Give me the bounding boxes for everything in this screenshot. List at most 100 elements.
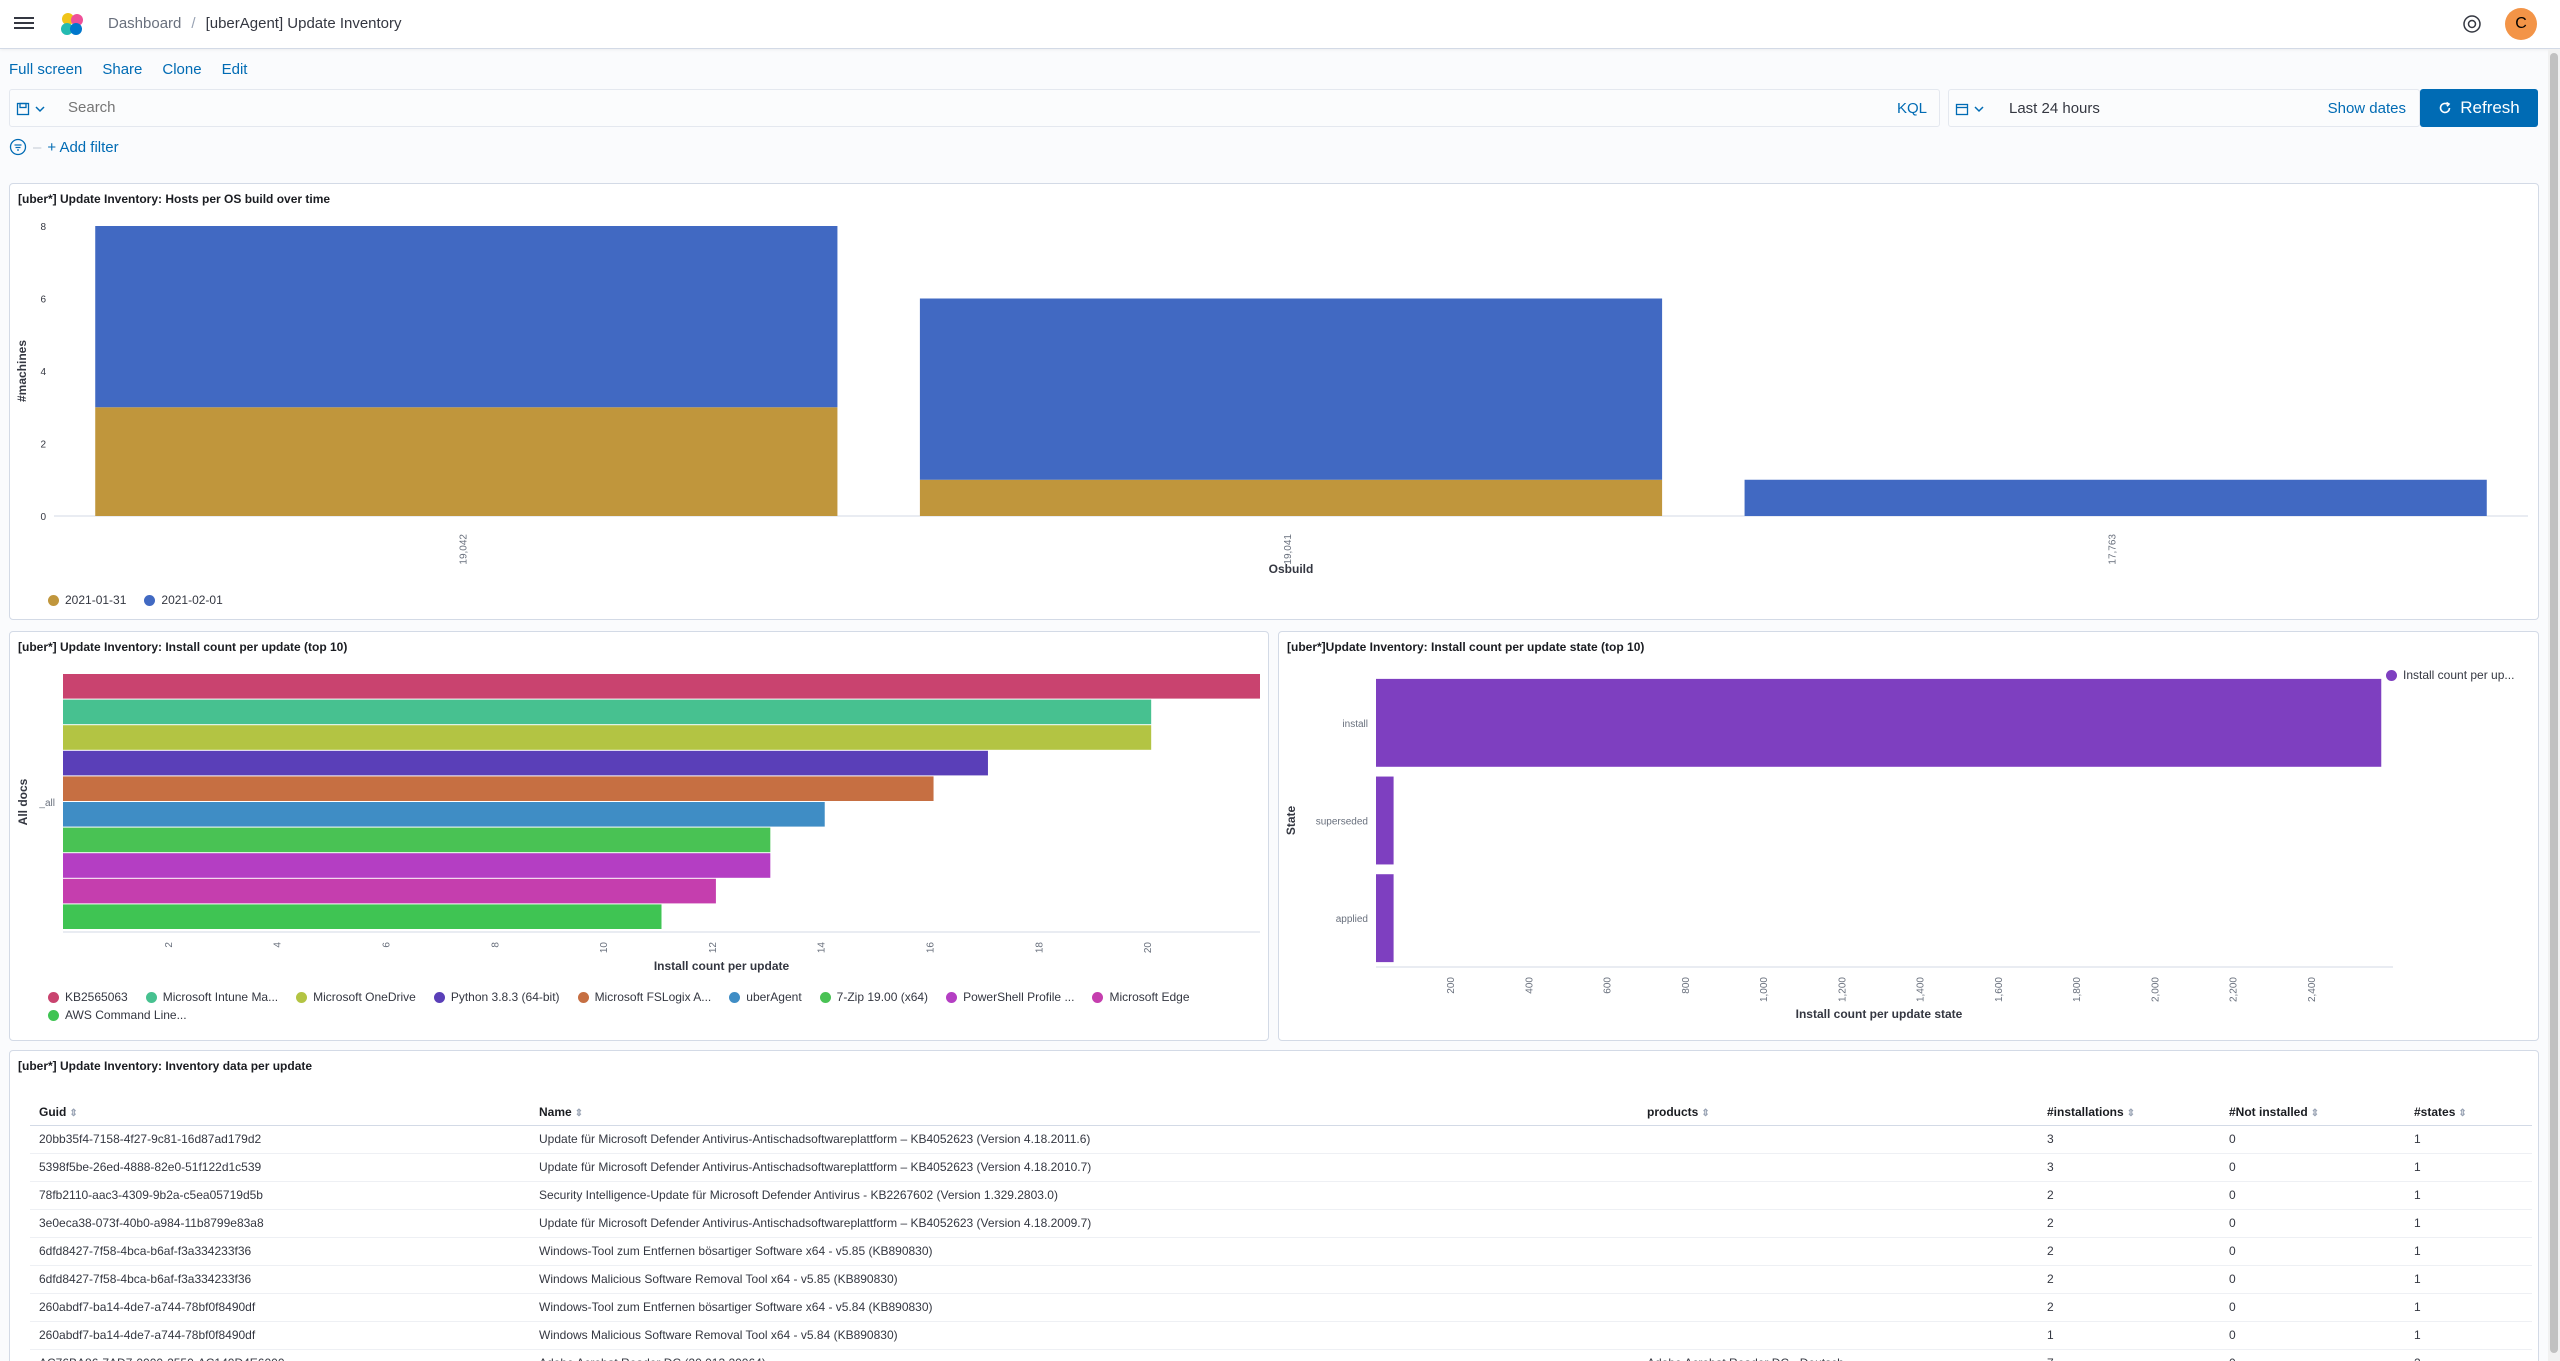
x-tick-label: 18 (1034, 942, 1045, 954)
scrollbar-thumb[interactable] (2550, 53, 2558, 1353)
bar-segment (95, 407, 838, 516)
x-tick-label: 1,400 (1916, 977, 1927, 1002)
table-cell: 0 (2220, 1349, 2405, 1361)
bar (1376, 874, 1394, 963)
top-nav-bar: Dashboard / [uberAgent] Update Inventory… (0, 0, 2560, 49)
column-header[interactable]: #states ⇕ (2405, 1099, 2532, 1126)
legend-item[interactable]: 7-Zip 19.00 (x64) (819, 990, 928, 1004)
table-cell: Adobe Acrobat Reader DC - Deutsch (1638, 1349, 2038, 1361)
bar (63, 699, 1152, 725)
y-category-label: install (1342, 719, 1368, 730)
x-tick-label: 400 (1524, 977, 1535, 994)
legend-item[interactable]: 2021-02-01 (144, 593, 223, 607)
x-tick-label: 2 (164, 942, 175, 948)
panel-title: [uber*] Update Inventory: Inventory data… (18, 1059, 313, 1073)
panel-title: [uber*]Update Inventory: Install count p… (1287, 640, 1645, 654)
add-filter-button[interactable]: + Add filter (47, 138, 119, 156)
hosts-per-os-build-panel: [uber*] Update Inventory: Hosts per OS b… (9, 183, 2539, 620)
filter-options-icon[interactable] (9, 138, 27, 156)
edit-link[interactable]: Edit (221, 61, 248, 78)
page-scrollbar[interactable] (2548, 49, 2560, 1361)
table-cell: 3 (2038, 1125, 2220, 1154)
legend-item[interactable]: Microsoft FSLogix A... (577, 990, 711, 1004)
legend-item[interactable]: AWS Command Line... (48, 1008, 187, 1022)
legend-dot (144, 594, 156, 606)
legend-dot (946, 991, 958, 1003)
legend-dot (145, 991, 157, 1003)
quick-date-menu-button[interactable] (1955, 99, 1995, 119)
legend-label: Python 3.8.3 (64-bit) (450, 990, 560, 1004)
filter-divider: – (33, 138, 42, 156)
x-axis-title: Install count per update state (1796, 1007, 1963, 1021)
table-row: 260abdf7-ba14-4de7-a744-78bf0f8490df Wind… (30, 1293, 2532, 1322)
column-header[interactable]: Name ⇕ (530, 1099, 1638, 1126)
table-cell: Update für Microsoft Defender Antivirus-… (530, 1209, 1638, 1238)
sort-icon[interactable]: ⇕ (574, 1107, 584, 1119)
legend-item[interactable]: 2021-01-31 (48, 593, 126, 607)
kql-toggle[interactable]: KQL (1896, 100, 1927, 117)
breadcrumb-dashboard[interactable]: Dashboard (108, 15, 182, 32)
sort-icon[interactable]: ⇕ (69, 1107, 78, 1119)
table-cell: 0 (2220, 1321, 2405, 1350)
sort-icon[interactable]: ⇕ (2458, 1107, 2467, 1119)
legend-item[interactable]: uberAgent (729, 990, 802, 1004)
inventory-table-panel: [uber*] Update Inventory: Inventory data… (9, 1050, 2539, 1361)
saved-query-button[interactable] (16, 99, 56, 119)
table-cell: 260abdf7-ba14-4de7-a744-78bf0f8490df (30, 1321, 530, 1350)
clone-link[interactable]: Clone (162, 61, 202, 78)
column-header[interactable]: products ⇕ (1638, 1099, 2038, 1126)
legend-item[interactable]: Microsoft OneDrive (296, 990, 416, 1004)
bar (63, 827, 771, 853)
x-axis-title: Install count per update (654, 959, 790, 973)
search-input[interactable] (68, 90, 1868, 126)
bar-segment (1744, 479, 2487, 516)
legend-dot (729, 991, 741, 1003)
sort-icon[interactable]: ⇕ (2126, 1107, 2136, 1119)
table-cell: 1 (2405, 1181, 2532, 1210)
column-header-label: #states (2414, 1104, 2456, 1119)
show-dates-link[interactable]: Show dates (2327, 100, 2406, 117)
column-header[interactable]: #installations ⇕ (2038, 1099, 2220, 1126)
user-avatar[interactable]: C (2505, 8, 2537, 40)
legend-item[interactable]: PowerShell Profile ... (946, 990, 1074, 1004)
table-cell: Windows-Tool zum Entfernen bösartiger So… (530, 1237, 1638, 1266)
share-link[interactable]: Share (102, 61, 143, 78)
time-range[interactable]: Last 24 hours (2009, 100, 2100, 117)
table-row: 5398f5be-26ed-4888-82e0-51f122d1c539 Upda… (30, 1153, 2532, 1182)
table-cell: 260abdf7-ba14-4de7-a744-78bf0f8490df (30, 1293, 530, 1322)
table-row: 6dfd8427-7f58-4bca-b6af-f3a334233f36 Wind… (30, 1265, 2532, 1294)
column-header-label: Guid (39, 1104, 67, 1119)
y-axis-title: #machines (15, 340, 29, 402)
help-icon[interactable] (2462, 14, 2482, 34)
legend-item[interactable]: Install count per up... (2386, 668, 2514, 682)
x-tick-label: 16 (926, 942, 937, 954)
x-tick-label: 600 (1603, 977, 1614, 994)
elastic-logo-icon[interactable] (58, 10, 86, 38)
legend-dot (48, 594, 59, 606)
x-tick-label: 1,200 (1837, 977, 1848, 1002)
full-screen-link[interactable]: Full screen (9, 61, 83, 78)
legend-item[interactable]: KB2565063 (48, 990, 128, 1004)
menu-icon[interactable] (14, 14, 34, 34)
legend-label: uberAgent (746, 990, 802, 1004)
legend-item[interactable]: Microsoft Intune Ma... (145, 990, 278, 1004)
column-header[interactable]: #Not installed ⇕ (2220, 1099, 2405, 1126)
sort-icon[interactable]: ⇕ (2310, 1107, 2320, 1119)
table-cell: 0 (2220, 1293, 2405, 1322)
column-header[interactable]: Guid ⇕ (30, 1099, 530, 1126)
sort-icon[interactable]: ⇕ (1701, 1107, 1710, 1119)
table-cell (1638, 1125, 2038, 1154)
table-row: AC76BA86-7AD7-0000-2550-AC140D4E6000Adob… (30, 1349, 2532, 1361)
x-tick-label: 8 (490, 942, 501, 948)
refresh-button[interactable]: Refresh (2420, 89, 2538, 127)
y-category-label: applied (1336, 914, 1368, 925)
chart-legend: KB2565063 Microsoft Intune Ma... Microsoft… (48, 990, 1248, 1022)
legend-item[interactable]: Python 3.8.3 (64-bit) (433, 990, 560, 1004)
x-tick-label: 19,042 (458, 534, 469, 565)
legend-item[interactable]: Microsoft Edge (1092, 990, 1190, 1004)
legend-dot (433, 991, 445, 1003)
legend-label: 2021-01-31 (65, 593, 127, 607)
legend-label: PowerShell Profile ... (963, 990, 1075, 1004)
filter-row: – + Add filter (9, 138, 119, 156)
table-cell: 2 (2405, 1349, 2532, 1361)
